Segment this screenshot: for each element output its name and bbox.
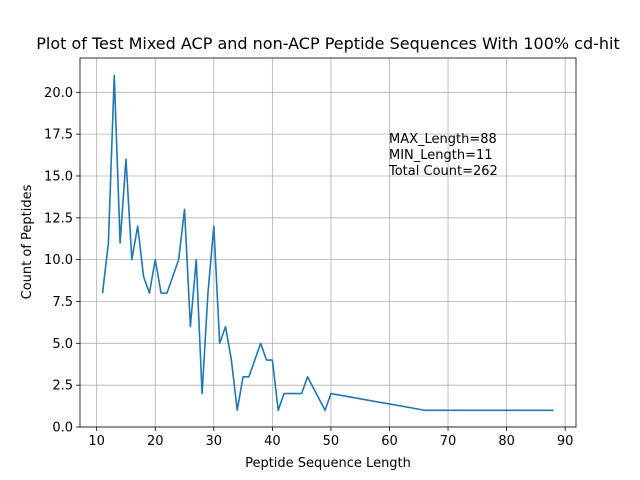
data-point <box>230 359 232 361</box>
data-point <box>183 208 185 210</box>
data-point <box>242 376 244 378</box>
x-tick-label: 40 <box>264 434 281 449</box>
data-point <box>154 258 156 260</box>
data-point <box>289 392 291 394</box>
y-tick-label: 10.0 <box>44 253 73 268</box>
data-point <box>177 258 179 260</box>
y-tick-label: 2.5 <box>52 379 73 394</box>
data-point <box>236 409 238 411</box>
data-point <box>306 376 308 378</box>
data-point <box>330 392 332 394</box>
data-point <box>107 242 109 244</box>
data-point <box>552 409 554 411</box>
series-layer <box>101 74 554 412</box>
x-tick-label: 20 <box>147 434 164 449</box>
data-point <box>160 292 162 294</box>
data-point <box>271 359 273 361</box>
series-line <box>101 74 554 412</box>
data-point <box>119 242 121 244</box>
plot-frame <box>79 57 577 428</box>
data-point <box>131 258 133 260</box>
chart-title: Plot of Test Mixed ACP and non-ACP Pepti… <box>36 34 620 53</box>
data-point <box>248 376 250 378</box>
y-tick-label: 12.5 <box>44 211 73 226</box>
data-point <box>201 392 203 394</box>
x-tick-label: 60 <box>381 434 398 449</box>
data-point <box>142 275 144 277</box>
x-tick-label: 70 <box>440 434 457 449</box>
data-point <box>113 74 115 76</box>
data-point <box>259 342 261 344</box>
x-tick-label: 50 <box>323 434 340 449</box>
data-point <box>125 158 127 160</box>
x-tick-label: 10 <box>88 434 105 449</box>
y-tick-label: 0.0 <box>52 421 73 436</box>
grid-layer <box>80 58 576 428</box>
x-tick-label: 80 <box>498 434 515 449</box>
tick-layer: 10 20 30 40 50 60 70 80 90 0.0 2.5 5.0 7.5 10.0 12.5 15… <box>44 86 573 449</box>
y-tick-label: 7.5 <box>52 295 73 310</box>
data-point <box>300 392 302 394</box>
x-tick-label: 90 <box>557 434 574 449</box>
annotation-total-count: Total Count=262 <box>388 164 498 179</box>
data-point <box>136 225 138 227</box>
data-point <box>218 342 220 344</box>
data-point <box>189 325 191 327</box>
y-tick-label: 20.0 <box>44 86 73 101</box>
data-point <box>283 392 285 394</box>
y-tick-label: 15.0 <box>44 169 73 184</box>
data-point <box>224 325 226 327</box>
y-axis-label: Count of Peptides <box>20 184 35 299</box>
y-tick-label: 17.5 <box>44 128 73 143</box>
x-axis-label: Peptide Sequence Length <box>245 456 411 471</box>
data-point <box>324 409 326 411</box>
y-tick-label: 5.0 <box>52 337 73 352</box>
data-point <box>213 225 215 227</box>
annotation-min-length: MIN_Length=11 <box>389 148 493 163</box>
data-point <box>207 292 209 294</box>
data-point <box>265 359 267 361</box>
data-point <box>166 292 168 294</box>
data-point <box>277 409 279 411</box>
annotation-max-length: MAX_Length=88 <box>389 132 497 147</box>
x-tick-label: 30 <box>206 434 223 449</box>
data-point <box>148 292 150 294</box>
data-point <box>423 409 425 411</box>
data-point <box>195 258 197 260</box>
data-point <box>101 292 103 294</box>
